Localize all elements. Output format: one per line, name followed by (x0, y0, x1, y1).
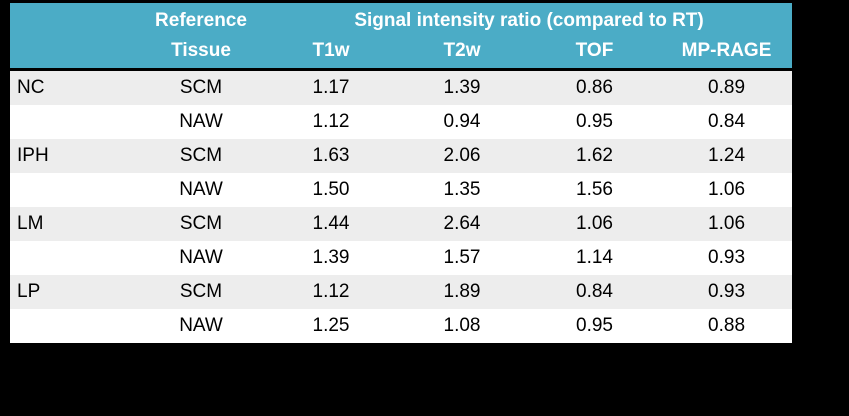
value-cell: 1.57 (443, 247, 481, 268)
row-group-label (9, 309, 136, 345)
table-row: NAW 1.50 1.35 1.56 1.06 (9, 173, 794, 207)
value-cell: 0.89 (708, 77, 746, 98)
value-cell: 0.93 (708, 247, 746, 268)
header-row-top: Reference Signal intensity ratio (compar… (9, 2, 794, 36)
value-cell: 0.88 (708, 315, 746, 336)
table-row: NAW 1.12 0.94 0.95 0.84 (9, 105, 794, 139)
table-row: NAW 1.39 1.57 1.14 0.93 (9, 241, 794, 275)
tissue-cell: SCM (179, 77, 223, 98)
value-cell: 1.50 (312, 179, 350, 200)
value-cell: 0.86 (576, 77, 613, 98)
value-cell: 0.94 (443, 111, 481, 132)
value-cell: 1.24 (708, 145, 746, 166)
tissue-cell: NAW (179, 179, 223, 200)
value-cell: 1.12 (312, 281, 350, 302)
header-col-t1w: T1w (266, 36, 396, 70)
value-cell: 0.84 (576, 281, 613, 302)
value-cell: 1.14 (576, 247, 613, 268)
value-cell: 1.12 (312, 111, 350, 132)
header-col-tof: TOF (528, 36, 661, 70)
value-cell: 1.62 (576, 145, 613, 166)
value-cell: 1.06 (576, 213, 613, 234)
tissue-cell: NAW (179, 315, 223, 336)
header-col-mprage: MP-RAGE (661, 36, 794, 70)
value-cell: 2.64 (443, 213, 481, 234)
header-empty-cell (9, 36, 136, 70)
header-signal-group: Signal intensity ratio (compared to RT) (266, 2, 794, 36)
value-cell: 2.06 (443, 145, 481, 166)
header-empty-cell (9, 2, 136, 36)
value-cell: 0.95 (576, 111, 613, 132)
tissue-cell: NAW (179, 247, 223, 268)
row-group-label: NC (17, 77, 45, 98)
value-cell: 0.93 (708, 281, 746, 302)
value-cell: 1.89 (443, 281, 481, 302)
value-cell: 1.39 (312, 247, 350, 268)
value-cell: 1.39 (443, 77, 481, 98)
value-cell: 1.25 (312, 315, 350, 336)
data-table: Reference Signal intensity ratio (compar… (8, 1, 795, 347)
header-tissue: Tissue (136, 36, 266, 70)
row-group-label: IPH (17, 145, 49, 166)
table-body: NC SCM 1.17 1.39 0.86 0.89 NAW 1.12 0.94… (9, 69, 794, 345)
value-cell: 1.06 (708, 213, 746, 234)
row-group-label (9, 241, 136, 275)
header-col-t2w: T2w (396, 36, 528, 70)
value-cell: 1.44 (312, 213, 350, 234)
row-group-label: LP (17, 281, 41, 302)
tissue-cell: SCM (179, 213, 223, 234)
table-row: NAW 1.25 1.08 0.95 0.88 (9, 309, 794, 345)
signal-intensity-ratio-table: Reference Signal intensity ratio (compar… (8, 1, 795, 347)
value-cell: 0.95 (576, 315, 613, 336)
table-row: LP SCM 1.12 1.89 0.84 0.93 (9, 275, 794, 309)
row-group-label: LM (17, 213, 44, 234)
table-row: IPH SCM 1.63 2.06 1.62 1.24 (9, 139, 794, 173)
value-cell: 0.84 (708, 111, 746, 132)
value-cell: 1.63 (312, 145, 350, 166)
table-header: Reference Signal intensity ratio (compar… (9, 2, 794, 70)
value-cell: 1.06 (708, 179, 746, 200)
row-group-label (9, 105, 136, 139)
tissue-cell: SCM (179, 281, 223, 302)
value-cell: 1.35 (443, 179, 481, 200)
table-row: LM SCM 1.44 2.64 1.06 1.06 (9, 207, 794, 241)
value-cell: 1.17 (312, 77, 350, 98)
table-row: NC SCM 1.17 1.39 0.86 0.89 (9, 69, 794, 105)
value-cell: 1.08 (443, 315, 481, 336)
tissue-cell: SCM (179, 145, 223, 166)
header-reference: Reference (136, 2, 266, 36)
value-cell: 1.56 (576, 179, 613, 200)
row-group-label (9, 173, 136, 207)
header-row-bottom: Tissue T1w T2w TOF MP-RAGE (9, 36, 794, 70)
tissue-cell: NAW (179, 111, 223, 132)
